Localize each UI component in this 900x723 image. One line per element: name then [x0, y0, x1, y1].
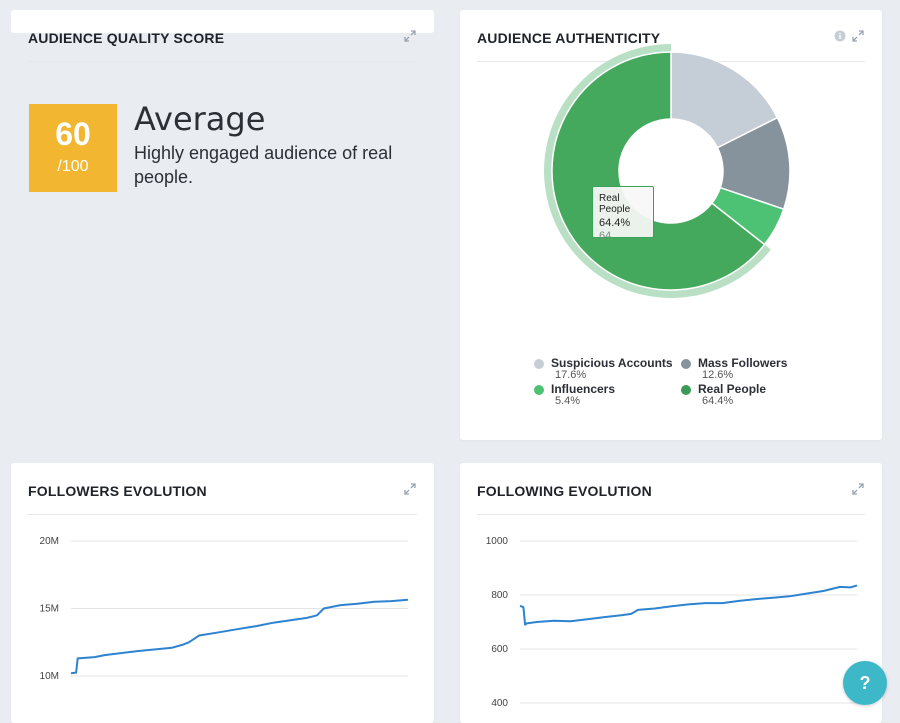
tooltip-value: 64	[599, 230, 612, 242]
tooltip-name: Real People	[599, 193, 631, 215]
y-tick-label: 600	[491, 644, 508, 655]
legend-label: Influencers	[551, 382, 616, 396]
y-tick-label: 1000	[486, 536, 509, 547]
legend-dot	[681, 359, 691, 369]
card-title: AUDIENCE AUTHENTICITY	[477, 30, 661, 46]
legend-percent: 5.4%	[555, 395, 581, 407]
authenticity-donut-chart	[544, 44, 791, 298]
y-tick-label: 15M	[40, 604, 59, 615]
audience-authenticity-card: AUDIENCE AUTHENTICITY Real People 64.4% …	[460, 10, 882, 440]
series-line	[519, 584, 858, 626]
help-button[interactable]: ?	[843, 661, 887, 705]
card-top-strip	[11, 10, 434, 33]
audience-quality-card: AUDIENCE QUALITY SCORE 60 /100 Average H…	[11, 10, 434, 440]
card-title: FOLLOWERS EVOLUTION	[28, 483, 207, 499]
legend-label: Real People	[698, 382, 767, 396]
info-icon[interactable]	[833, 29, 847, 43]
legend-dot	[534, 385, 544, 395]
card-header: FOLLOWING EVOLUTION	[477, 481, 865, 515]
series-line	[70, 598, 409, 675]
y-tick-label: 10M	[40, 671, 59, 682]
legend-label: Suspicious Accounts	[551, 356, 673, 370]
card-title: FOLLOWING EVOLUTION	[477, 483, 652, 499]
score-value: 60	[55, 116, 91, 152]
legend-dot	[534, 359, 544, 369]
card-header: FOLLOWERS EVOLUTION	[28, 481, 417, 515]
card-header: AUDIENCE QUALITY SCORE	[28, 28, 417, 62]
score-max: /100	[57, 158, 89, 175]
legend-dot	[681, 385, 691, 395]
followers-line-chart: 20M 15M 10M	[40, 536, 409, 682]
y-tick-label: 20M	[40, 536, 59, 547]
expand-icon[interactable]	[851, 29, 865, 43]
followers-evolution-card: FOLLOWERS EVOLUTION 20M 15M 10M	[11, 463, 434, 723]
score-description: Highly engaged audience of real people.	[134, 143, 393, 187]
score-badge: 60 /100	[29, 104, 117, 192]
chart-tooltip: Real People 64.4% 64	[592, 186, 654, 242]
legend-percent: 12.6%	[702, 369, 734, 381]
y-tick-label: 800	[491, 590, 508, 601]
donut-slice-suspicious-accounts[interactable]	[670, 51, 779, 149]
expand-icon[interactable]	[851, 482, 865, 496]
score-label: Average	[134, 100, 266, 138]
following-evolution-card: FOLLOWING EVOLUTION 1000 800 600 400	[460, 463, 882, 723]
tooltip-percent: 64.4%	[599, 217, 631, 229]
y-tick-label: 400	[491, 698, 508, 709]
card-title: AUDIENCE QUALITY SCORE	[28, 30, 225, 46]
legend-percent: 64.4%	[702, 395, 734, 407]
expand-icon[interactable]	[403, 29, 417, 43]
expand-icon[interactable]	[403, 482, 417, 496]
legend-percent: 17.6%	[555, 369, 587, 381]
following-line-chart: 1000 800 600 400	[486, 536, 858, 709]
legend-label: Mass Followers	[698, 356, 788, 370]
